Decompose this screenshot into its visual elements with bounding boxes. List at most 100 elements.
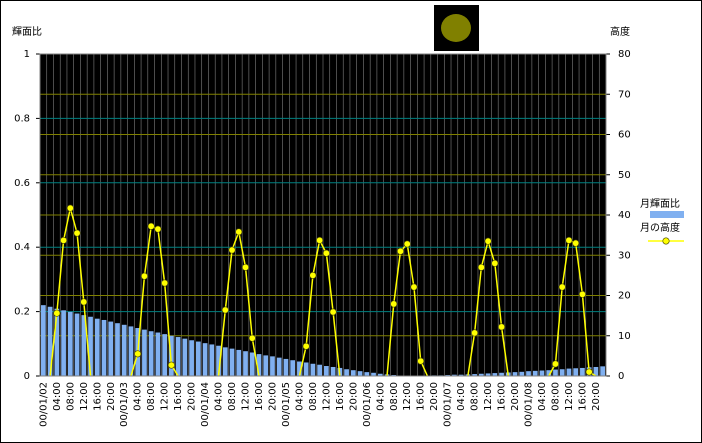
legend-label: 月の高度 <box>640 221 680 234</box>
marker <box>477 263 485 271</box>
x-tick-label: 08:00 <box>227 382 238 411</box>
bar <box>169 335 174 376</box>
marker <box>498 323 506 331</box>
bar <box>182 338 188 376</box>
y-tick-label: 0.4 <box>14 242 30 253</box>
x-tick-label: 16:00 <box>577 382 588 411</box>
marker <box>322 249 330 257</box>
x-tick-label: 12:00 <box>483 382 494 411</box>
marker <box>80 298 88 306</box>
marker <box>403 240 411 248</box>
marker <box>167 361 175 369</box>
marker <box>410 283 418 291</box>
bar <box>148 331 154 376</box>
y-tick-label: 0 <box>24 371 30 382</box>
marker <box>242 263 250 271</box>
y2-tick-label: 40 <box>618 210 631 221</box>
legend-label: 月輝面比 <box>640 198 680 210</box>
plot-border <box>39 53 607 377</box>
bar <box>222 347 228 376</box>
bar <box>478 373 484 376</box>
bar <box>128 326 134 376</box>
bar <box>74 313 80 376</box>
line <box>548 239 597 377</box>
bar <box>243 351 248 376</box>
x-tick-label: 08:00 <box>146 382 157 411</box>
bar <box>195 341 201 376</box>
bar <box>155 332 161 376</box>
bar <box>256 354 262 376</box>
marker <box>53 309 61 317</box>
bar <box>175 337 181 376</box>
bar <box>162 334 168 376</box>
x-tick-label: 12:00 <box>79 382 90 411</box>
x-tick-label: 04:00 <box>375 382 386 411</box>
x-tick-label: 20:00 <box>348 382 359 411</box>
marker <box>248 334 256 342</box>
marker <box>73 229 81 237</box>
marker <box>484 237 492 245</box>
x-tick-label: 08:00 <box>65 382 76 411</box>
bar <box>236 349 242 376</box>
marker <box>147 222 155 230</box>
bar <box>61 310 66 376</box>
y2-tick-label: 20 <box>618 291 631 302</box>
x-tick-label: 04:00 <box>133 382 144 411</box>
x-tick-label: 04:00 <box>537 382 548 411</box>
x-tick-label: 08:00 <box>389 382 400 411</box>
x-tick-label: 12:00 <box>160 382 171 411</box>
x-tick-label: 00/01/02 <box>38 382 49 427</box>
bar <box>310 363 316 376</box>
marker <box>316 236 324 244</box>
bar <box>276 357 282 376</box>
marker <box>140 272 148 280</box>
x-tick-label: 20:00 <box>187 382 198 411</box>
bar <box>142 329 147 376</box>
bar <box>472 374 477 376</box>
x-tick-label: 04:00 <box>294 382 305 411</box>
x-tick-label: 16:00 <box>92 382 103 411</box>
marker <box>309 271 317 279</box>
bar <box>499 372 504 376</box>
bar <box>546 370 552 376</box>
marker <box>551 360 559 368</box>
bar <box>41 305 46 376</box>
bar <box>377 373 383 376</box>
bar <box>539 370 545 376</box>
x-tick-label: 12:00 <box>402 382 413 411</box>
marker <box>471 329 479 337</box>
marker <box>417 357 425 365</box>
x-tick-label: 08:00 <box>308 382 319 411</box>
bar <box>290 360 296 376</box>
marker <box>396 247 404 255</box>
bar <box>371 372 376 376</box>
x-tick-label: 08:00 <box>550 382 561 411</box>
bar <box>108 321 114 376</box>
marker <box>66 204 74 212</box>
x-tick-label: 04:00 <box>456 382 467 411</box>
marker <box>302 342 310 350</box>
bar <box>364 372 370 376</box>
bar <box>324 366 329 376</box>
x-tick-label: 12:00 <box>321 382 332 411</box>
marker <box>134 350 142 358</box>
marker <box>585 368 593 376</box>
bar <box>512 372 518 376</box>
y2-tick-label: 30 <box>618 250 631 261</box>
x-tick-label: 20:00 <box>267 382 278 411</box>
bar <box>249 352 255 376</box>
marker <box>578 290 586 298</box>
bar <box>229 348 235 376</box>
x-tick-label: 20:00 <box>106 382 117 411</box>
marker <box>572 239 580 247</box>
x-tick-label: 12:00 <box>241 382 252 411</box>
y2-tick-label: 70 <box>618 89 631 100</box>
y2-tick-label: 10 <box>618 331 631 342</box>
bar <box>189 340 194 376</box>
y-tick-label: 1 <box>24 49 30 60</box>
x-tick-label: 12:00 <box>564 382 575 411</box>
y2-axis-title: 高度 <box>610 25 630 38</box>
marker <box>221 306 229 314</box>
bar <box>344 369 349 376</box>
y2-tick-label: 60 <box>618 130 631 141</box>
